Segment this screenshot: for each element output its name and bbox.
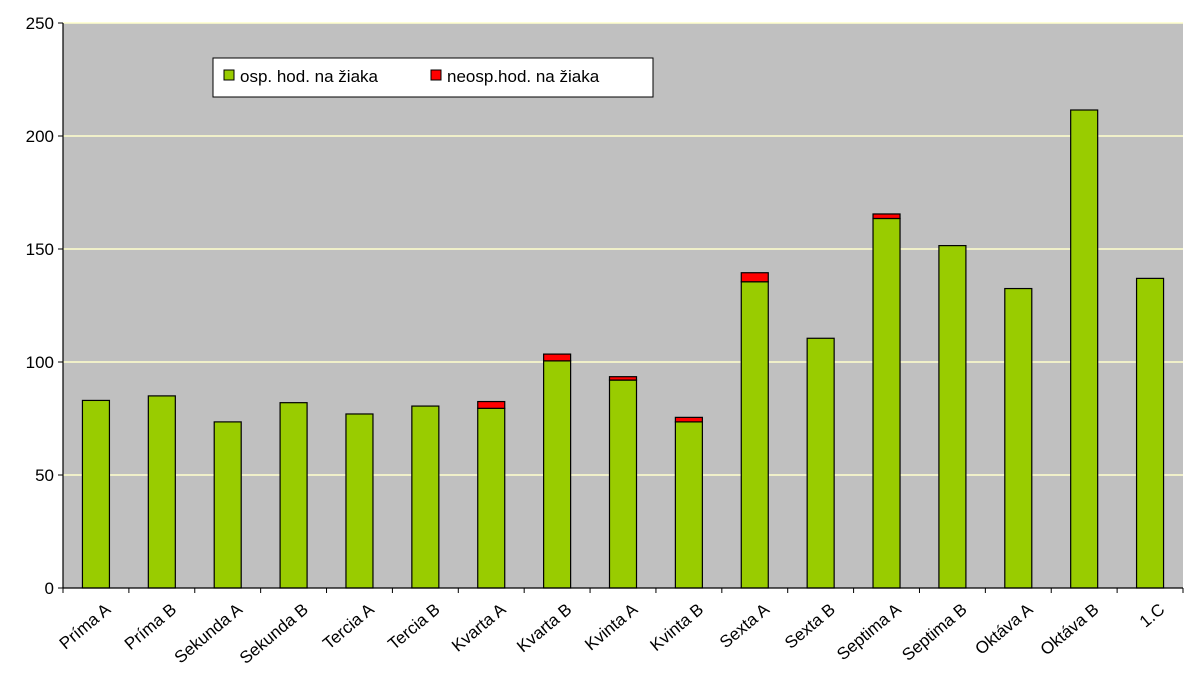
bar-series-1 bbox=[1135, 277, 1165, 589]
x-tick-label: Kvarta B bbox=[513, 600, 575, 656]
y-tick-label: 150 bbox=[26, 240, 54, 259]
x-tick-label: Sekunda A bbox=[171, 599, 247, 667]
bar-series-1 bbox=[411, 405, 440, 589]
bar-series-1 bbox=[806, 337, 835, 589]
bar-series-1 bbox=[543, 360, 572, 589]
x-tick-label: Kvarta A bbox=[448, 599, 510, 655]
x-tick-label: Kvinta B bbox=[646, 600, 707, 655]
bar-series-2 bbox=[674, 416, 703, 423]
bar-series-1 bbox=[740, 281, 769, 589]
bar-series-1 bbox=[279, 402, 308, 589]
bar-series-1 bbox=[147, 395, 176, 589]
grid-lines bbox=[63, 22, 1183, 476]
bar-series-1 bbox=[1004, 287, 1033, 589]
y-tick-label: 100 bbox=[26, 353, 54, 372]
bar-series-1 bbox=[477, 407, 506, 589]
bar-series-2 bbox=[543, 353, 572, 362]
bars bbox=[81, 109, 1165, 589]
y-tick-label: 250 bbox=[26, 14, 54, 33]
y-tick-label: 50 bbox=[35, 466, 54, 485]
x-tick-label: Príma A bbox=[56, 599, 115, 653]
x-tick-label: Oktáva B bbox=[1037, 600, 1103, 659]
x-tick-label: 1.C bbox=[1136, 600, 1168, 632]
legend-swatch-series-1 bbox=[223, 69, 235, 81]
x-tick-label: Tercia B bbox=[384, 600, 443, 654]
axes bbox=[58, 22, 1184, 593]
x-tick-label: Kvinta A bbox=[581, 599, 641, 654]
bar-series-1 bbox=[81, 399, 111, 589]
bar-series-2 bbox=[477, 400, 506, 409]
bar-series-1 bbox=[1070, 109, 1099, 589]
legend-label-series-1: osp. hod. na žiaka bbox=[240, 67, 379, 86]
x-tick-label: Sexta B bbox=[781, 600, 839, 653]
legend-swatch-series-2 bbox=[430, 69, 442, 81]
bar-series-1 bbox=[674, 421, 703, 589]
x-tick-label: Príma B bbox=[121, 600, 180, 654]
y-tick-label: 0 bbox=[45, 579, 54, 598]
x-tick-label: Tercia A bbox=[319, 599, 378, 653]
bar-series-1 bbox=[608, 379, 638, 589]
y-tick-label: 200 bbox=[26, 127, 54, 146]
x-tick-label: Oktáva A bbox=[972, 599, 1038, 658]
y-tick-labels: 0 50 100 150 200 250 bbox=[26, 14, 54, 598]
x-tick-label: Septima A bbox=[833, 599, 905, 664]
legend-label-series-2: neosp.hod. na žiaka bbox=[447, 67, 600, 86]
bar-series-1 bbox=[345, 413, 374, 589]
x-tick-label: Sexta A bbox=[716, 599, 774, 652]
bar-series-2 bbox=[872, 213, 901, 220]
x-tick-label: Sekunda B bbox=[236, 600, 312, 668]
bar-series-1 bbox=[938, 245, 967, 589]
bar-series-2 bbox=[608, 376, 638, 381]
legend: osp. hod. na žiaka neosp.hod. na žiaka bbox=[212, 57, 654, 98]
bar-series-1 bbox=[872, 217, 901, 589]
bar-series-1 bbox=[213, 421, 242, 589]
x-tick-label: Septima B bbox=[898, 600, 970, 665]
bar-series-2 bbox=[740, 272, 769, 283]
